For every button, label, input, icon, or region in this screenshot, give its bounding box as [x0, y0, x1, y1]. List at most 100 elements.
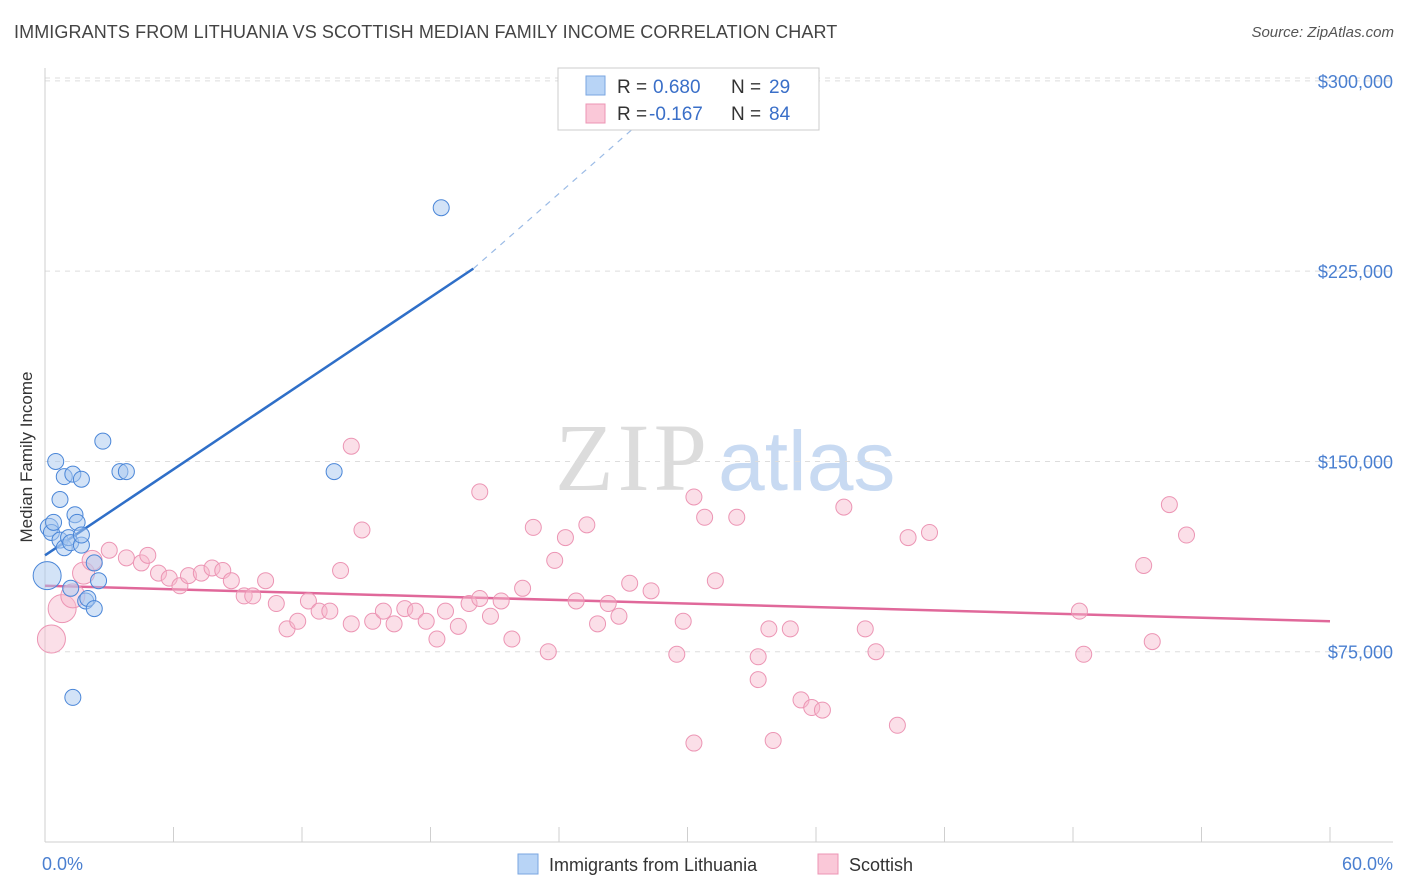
scottish-point	[235, 587, 253, 605]
lithuania-point	[51, 491, 69, 509]
lithuania-point	[32, 561, 62, 591]
scottish-point	[514, 579, 532, 597]
lithuania-point	[432, 199, 450, 217]
y-tick-label: $75,000	[1328, 643, 1393, 663]
scottish-point	[760, 620, 778, 638]
trend-line-lithuania	[44, 267, 475, 557]
legend-swatch-lithuania	[585, 75, 606, 96]
bottom-legend-swatch-scottish	[817, 853, 839, 875]
scottish-point	[244, 587, 262, 605]
bottom-legend-label-lithuania: Immigrants from Lithuania	[549, 855, 758, 875]
legend-n-value-2: 84	[769, 104, 791, 125]
axes: $75,000 $150,000 $225,000 $300,000	[44, 68, 1393, 843]
legend-n-value-1: 29	[769, 77, 790, 98]
scottish-point	[222, 572, 240, 590]
scottish-point	[524, 518, 542, 536]
scottish-point	[364, 612, 382, 630]
lithuania-point	[85, 554, 103, 572]
scottish-point	[396, 600, 414, 618]
scottish-point	[203, 559, 221, 577]
scottish-point	[749, 648, 767, 666]
scottish-point	[621, 574, 639, 592]
chart-title: IMMIGRANTS FROM LITHUANIA VS SCOTTISH ME…	[14, 22, 838, 42]
scottish-point	[289, 612, 307, 630]
scottish-point	[674, 612, 692, 630]
scottish-point	[706, 572, 724, 590]
legend-r-label-2: R =	[617, 104, 647, 125]
legend: R = 0.680 N = 29 R = -0.167 N = 84	[557, 67, 820, 131]
scottish-point	[1135, 556, 1153, 574]
scottish-point	[471, 589, 489, 607]
scottish-point	[888, 716, 906, 734]
scottish-point	[460, 595, 478, 613]
legend-n-label-2: N =	[731, 104, 761, 125]
lithuania-point	[85, 600, 103, 618]
scottish-point	[332, 562, 350, 580]
lithuania-point	[94, 432, 112, 450]
scottish-point	[100, 541, 118, 559]
scottish-point	[257, 572, 275, 590]
scottish-point	[610, 607, 628, 625]
scottish-point	[374, 602, 392, 620]
scottish-point	[599, 595, 617, 613]
scottish-point	[407, 602, 425, 620]
scottish-point	[749, 671, 767, 689]
scottish-point	[117, 549, 135, 567]
scottish-point	[449, 617, 467, 635]
scottish-point	[696, 508, 714, 526]
scottish-point	[436, 602, 454, 620]
scottish-point	[503, 630, 521, 648]
scottish-point	[1143, 633, 1161, 651]
scottish-point	[813, 701, 831, 719]
scottish-point	[1160, 496, 1178, 514]
scottish-point	[47, 594, 77, 624]
lithuania-point	[72, 526, 90, 544]
scottish-point	[179, 567, 197, 585]
scottish-point	[556, 529, 574, 547]
scottish-point	[36, 624, 66, 654]
scottish-point	[428, 630, 446, 648]
lithuania-point	[325, 463, 343, 481]
y-axis-label: Median Family Income	[17, 371, 36, 542]
y-tick-label: $150,000	[1318, 452, 1393, 472]
scottish-point	[764, 732, 782, 750]
scottish-point	[299, 592, 317, 610]
scottish-point	[321, 602, 339, 620]
data-points	[32, 199, 1196, 752]
scottish-point	[192, 564, 210, 582]
scottish-point	[668, 645, 686, 663]
lithuania-point	[64, 688, 82, 706]
scottish-point	[481, 607, 499, 625]
scottish-point	[899, 529, 917, 547]
scottish-point	[139, 546, 157, 564]
scottish-point	[150, 564, 168, 582]
x-tick-label-max: 60.0%	[1342, 854, 1393, 874]
trend-lines	[44, 80, 1331, 623]
legend-r-value-1: 0.680	[653, 77, 701, 98]
scottish-point	[685, 488, 703, 506]
scottish-point	[385, 615, 403, 633]
scottish-point	[803, 699, 821, 717]
scottish-point	[492, 592, 510, 610]
scottish-point	[589, 615, 607, 633]
scottish-point	[578, 516, 596, 534]
scottish-point	[867, 643, 885, 661]
bottom-legend: Immigrants from Lithuania Scottish	[517, 853, 913, 875]
scottish-point	[835, 498, 853, 516]
scottish-point	[342, 437, 360, 455]
scottish-point	[781, 620, 799, 638]
legend-r-value-2: -0.167	[649, 104, 703, 125]
y-tick-label: $225,000	[1318, 262, 1393, 282]
scottish-point	[267, 595, 285, 613]
scottish-point	[567, 592, 585, 610]
bottom-legend-label-scottish: Scottish	[849, 855, 913, 875]
lithuania-point	[45, 513, 63, 531]
scottish-point	[642, 582, 660, 600]
scottish-point	[685, 734, 703, 752]
scottish-point	[539, 643, 557, 661]
scottish-point	[921, 523, 939, 541]
scottish-point	[1075, 645, 1093, 663]
lithuania-point	[47, 452, 65, 470]
watermark-zip: ZIP	[555, 404, 711, 511]
